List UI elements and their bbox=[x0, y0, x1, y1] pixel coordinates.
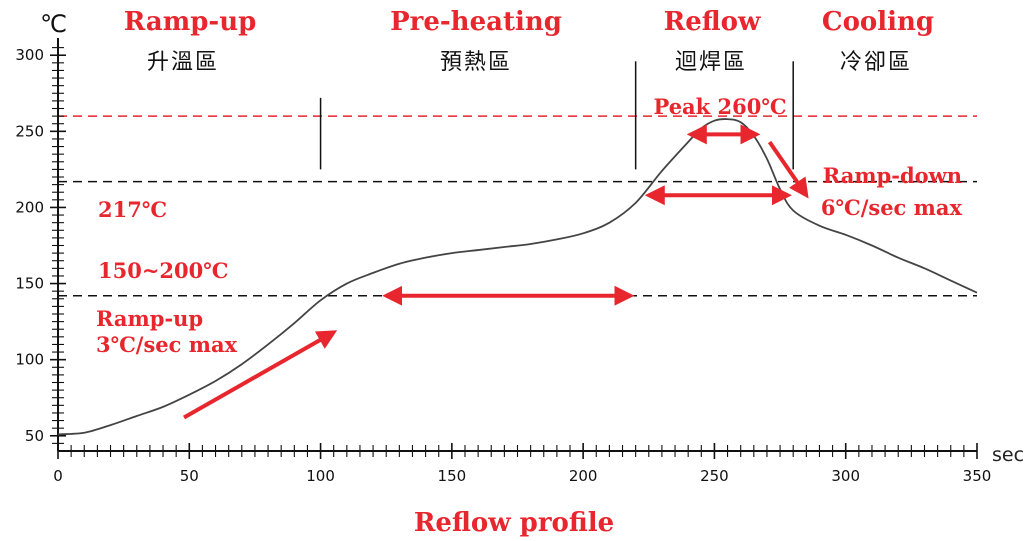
x-axis-label: sec bbox=[992, 444, 1024, 466]
ramp-up-rate-label: 3℃/sec max bbox=[96, 332, 238, 357]
x-tick-label: 250 bbox=[700, 467, 729, 485]
y-tick-label: 100 bbox=[15, 351, 44, 369]
arrow-4 bbox=[767, 140, 809, 199]
x-tick-label: 150 bbox=[438, 467, 467, 485]
y-axis-label: ℃ bbox=[40, 10, 67, 38]
zone-label-reflow-zh: 迴焊區 bbox=[675, 50, 747, 75]
x-tick-label: 100 bbox=[306, 467, 335, 485]
arrows-layer bbox=[183, 124, 809, 420]
zone-label-ramp-up-zh: 升溫區 bbox=[147, 50, 219, 75]
ramp-up-label: Ramp-up bbox=[96, 306, 203, 331]
arrow-0 bbox=[183, 330, 338, 420]
chart-title: Reflow profile bbox=[414, 508, 614, 538]
x-tick-label: 0 bbox=[53, 467, 63, 485]
ramp-down-label: Ramp-down bbox=[823, 163, 962, 188]
temperature-profile-line bbox=[57, 118, 978, 436]
zone-label-cooling: Cooling bbox=[822, 7, 934, 37]
zone-label-pre-heating-zh: 預熱區 bbox=[440, 50, 512, 75]
axes-layer: 0 50 100 150 200 250 300 350 50 100 150 200 250 300 bbox=[15, 38, 991, 485]
y-tick-label: 150 bbox=[15, 275, 44, 293]
y-tick-label: 50 bbox=[25, 427, 44, 445]
zone-label-ramp-up: Ramp-up bbox=[124, 7, 257, 37]
x-tick-label: 200 bbox=[569, 467, 598, 485]
ramp-down-rate-label: 6℃/sec max bbox=[821, 195, 963, 220]
x-tick-label: 50 bbox=[180, 467, 199, 485]
zone-label-reflow: Reflow bbox=[664, 7, 761, 37]
x-tick-label: 350 bbox=[963, 467, 992, 485]
y-tick-label: 250 bbox=[15, 122, 44, 140]
y-tick-label: 200 bbox=[15, 198, 44, 216]
x-tick-label: 300 bbox=[831, 467, 860, 485]
soak-label: 150~200℃ bbox=[98, 258, 228, 283]
curve-layer bbox=[57, 118, 978, 436]
reference-lines-layer bbox=[58, 61, 977, 297]
zone-label-pre-heating: Pre-heating bbox=[390, 7, 562, 37]
liquidus-label: 217℃ bbox=[98, 197, 167, 222]
zone-label-cooling-zh: 冷卻區 bbox=[840, 50, 912, 75]
y-tick-label: 300 bbox=[15, 46, 44, 64]
peak-label: Peak 260℃ bbox=[653, 94, 786, 119]
